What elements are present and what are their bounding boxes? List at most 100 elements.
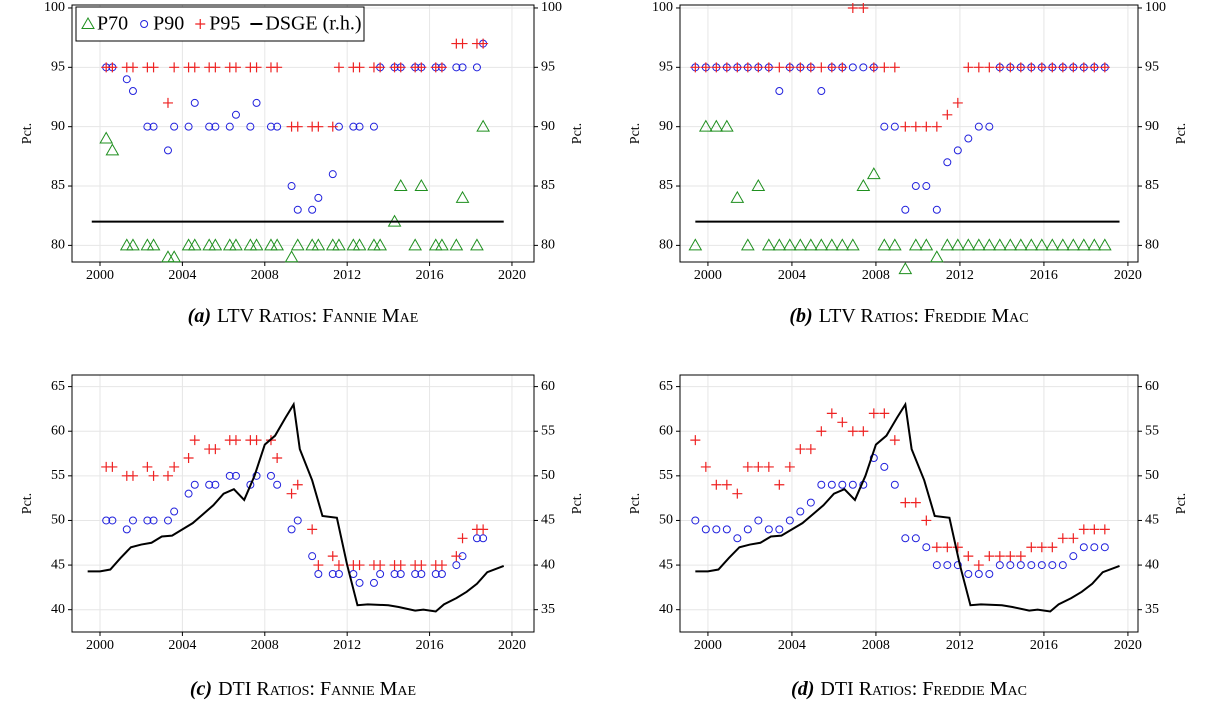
triangle-point (284, 250, 299, 263)
triangle-point (898, 262, 913, 275)
plus-point (921, 121, 932, 132)
y2-axis-label: Pct. (570, 493, 585, 514)
triangle-point (698, 119, 713, 132)
circle-point (308, 552, 317, 561)
triangle-point (181, 238, 196, 251)
y2-tick-label: 85 (1145, 178, 1159, 193)
plot-frame (679, 4, 1139, 263)
plus-point (333, 62, 344, 73)
circle-point (108, 516, 117, 525)
circle-point (205, 480, 214, 489)
circle-point (431, 569, 440, 578)
plus-point (292, 479, 303, 490)
circle-point (231, 110, 240, 119)
triangle-point (325, 238, 340, 251)
x-tick-label: 2016 (1030, 268, 1058, 283)
y2-axis-label: Pct. (1174, 493, 1189, 514)
circle-point (785, 516, 794, 525)
plus-point (1026, 62, 1037, 73)
plus-point (868, 408, 879, 419)
panel-title-text: DTI Ratios: Fannie Mae (218, 678, 416, 700)
plus-point (1089, 62, 1100, 73)
circle-point (184, 122, 193, 131)
triangle-point (99, 131, 114, 144)
circle-point (334, 569, 343, 578)
plus-point (354, 62, 365, 73)
plus-point (952, 542, 963, 553)
circle-point (932, 205, 941, 214)
circle-point (190, 480, 199, 489)
triangle-point (919, 238, 934, 251)
circle-point (922, 543, 931, 552)
triangle-point (761, 238, 776, 251)
x-tick-label: 2016 (1030, 638, 1058, 653)
dsge-line (87, 401, 505, 613)
circle-point (1048, 561, 1057, 570)
plus-point (354, 560, 365, 571)
circle-point (848, 480, 857, 489)
triangle-point (105, 143, 120, 156)
plus-point (910, 121, 921, 132)
triangle-point (1024, 238, 1039, 251)
x-tick-label: 2016 (416, 268, 444, 283)
circle-point (163, 146, 172, 155)
y-tick-label: 45 (659, 557, 673, 572)
plus-point (189, 62, 200, 73)
triangle-point (730, 190, 745, 203)
circle-point (901, 205, 910, 214)
circle-point (932, 561, 941, 570)
triangle-point (992, 238, 1007, 251)
plus-point (742, 461, 753, 472)
panel-label: (b) (789, 305, 812, 327)
y-tick-label: 100 (652, 0, 673, 15)
plus-point (148, 470, 159, 481)
plus-point (251, 62, 262, 73)
triangle-point (249, 238, 264, 251)
circle-point (355, 578, 364, 587)
y-tick-label: 40 (51, 602, 65, 617)
plus-point (1099, 524, 1110, 535)
circle-point (163, 516, 172, 525)
circle-point (128, 87, 137, 96)
plus-point (107, 62, 118, 73)
plus-point (1078, 524, 1089, 535)
circle-point (1090, 543, 1099, 552)
circle-point (452, 63, 461, 72)
circle-point (328, 170, 337, 179)
circle-point (880, 122, 889, 131)
y-tick-label: 55 (51, 468, 65, 483)
circle-point (102, 516, 111, 525)
y-tick-label: 40 (659, 602, 673, 617)
x-tick-label: 2004 (778, 268, 806, 283)
plus-point (251, 435, 262, 446)
circle-point (287, 525, 296, 534)
y-tick-label: 60 (659, 423, 673, 438)
circle-point (848, 63, 857, 72)
circle-point (273, 480, 282, 489)
x-tick-label: 2012 (333, 268, 361, 283)
y2-tick-label: 45 (541, 513, 555, 528)
plus-point (313, 560, 324, 571)
y2-tick-label: 100 (541, 0, 562, 15)
plus-point (169, 62, 180, 73)
circle-point (369, 578, 378, 587)
circle-point (922, 182, 931, 191)
circle-point (722, 525, 731, 534)
triangle-point (709, 119, 724, 132)
y-tick-label: 85 (51, 178, 65, 193)
circle-point (890, 480, 899, 489)
triangle-point (140, 238, 155, 251)
triangle-point (1087, 238, 1102, 251)
plus-point (721, 62, 732, 73)
plus-point (742, 62, 753, 73)
triangle-point (202, 238, 217, 251)
x-tick-label: 2012 (333, 638, 361, 653)
triangle-point (751, 179, 766, 192)
triangle-point (476, 119, 490, 132)
circle-point (266, 471, 275, 480)
circle-point (349, 122, 358, 131)
triangle-point (824, 238, 839, 251)
plus-point (984, 551, 995, 562)
y-tick-label: 85 (659, 178, 673, 193)
triangle-point (908, 238, 923, 251)
